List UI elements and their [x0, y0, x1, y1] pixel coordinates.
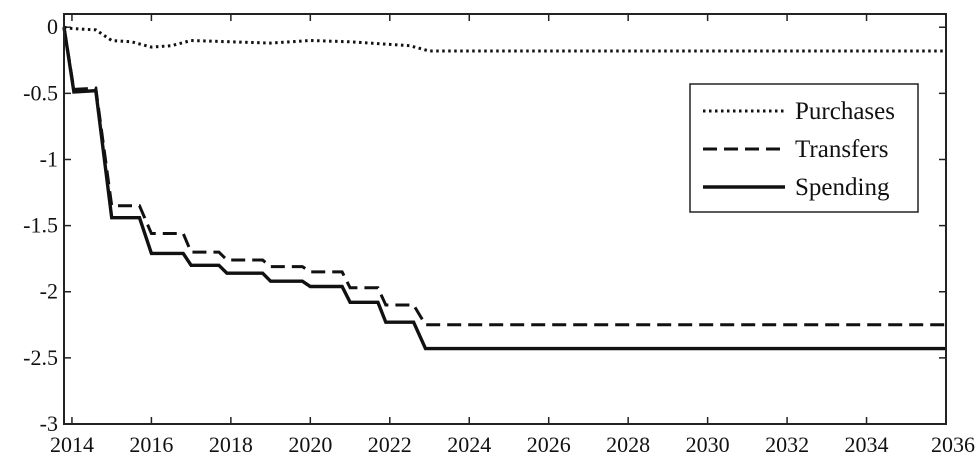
plot-background	[64, 14, 946, 424]
legend-label-purchases: Purchases	[795, 98, 895, 125]
y-tick-label: -2.5	[23, 345, 58, 370]
x-tick-label: 2016	[129, 432, 173, 457]
x-tick-label: 2026	[527, 432, 571, 457]
x-tick-label: 2024	[447, 432, 491, 457]
y-axis: 0 -0.5 -1 -1.5 -2 -2.5 -3	[23, 14, 946, 436]
x-tick-label: 2034	[845, 432, 889, 457]
y-tick-label: 0	[47, 14, 58, 39]
x-tick-label: 2020	[288, 432, 332, 457]
x-tick-label: 2018	[209, 432, 253, 457]
x-tick-label: 2030	[686, 432, 730, 457]
series-layer	[62, 25, 946, 351]
x-tick-label: 2032	[765, 432, 809, 457]
x-tick-label: 2014	[50, 432, 94, 457]
legend-label-spending: Spending	[795, 174, 890, 201]
y-tick-label: -2	[40, 279, 58, 304]
y-tick-label: -1	[40, 146, 58, 171]
series-line-transfers	[62, 26, 946, 327]
series-line-spending	[62, 26, 946, 351]
x-tick-label: 2036	[931, 432, 975, 457]
x-tick-label: 2022	[368, 432, 412, 457]
y-tick-label: -3	[40, 411, 58, 436]
series-line-purchases	[63, 25, 946, 53]
plot-frame	[63, 13, 947, 425]
legend: Purchases Transfers Spending	[689, 83, 919, 213]
legend-label-transfers: Transfers	[795, 136, 889, 163]
y-tick-label: -0.5	[23, 80, 58, 105]
legend-entries: Purchases Transfers Spending	[703, 98, 895, 201]
x-tick-label: 2028	[606, 432, 650, 457]
y-tick-label: -1.5	[23, 213, 58, 238]
x-axis: 2014 2016 2018 2020 2022 2024 2026 2028 2030 2032…	[50, 14, 975, 457]
